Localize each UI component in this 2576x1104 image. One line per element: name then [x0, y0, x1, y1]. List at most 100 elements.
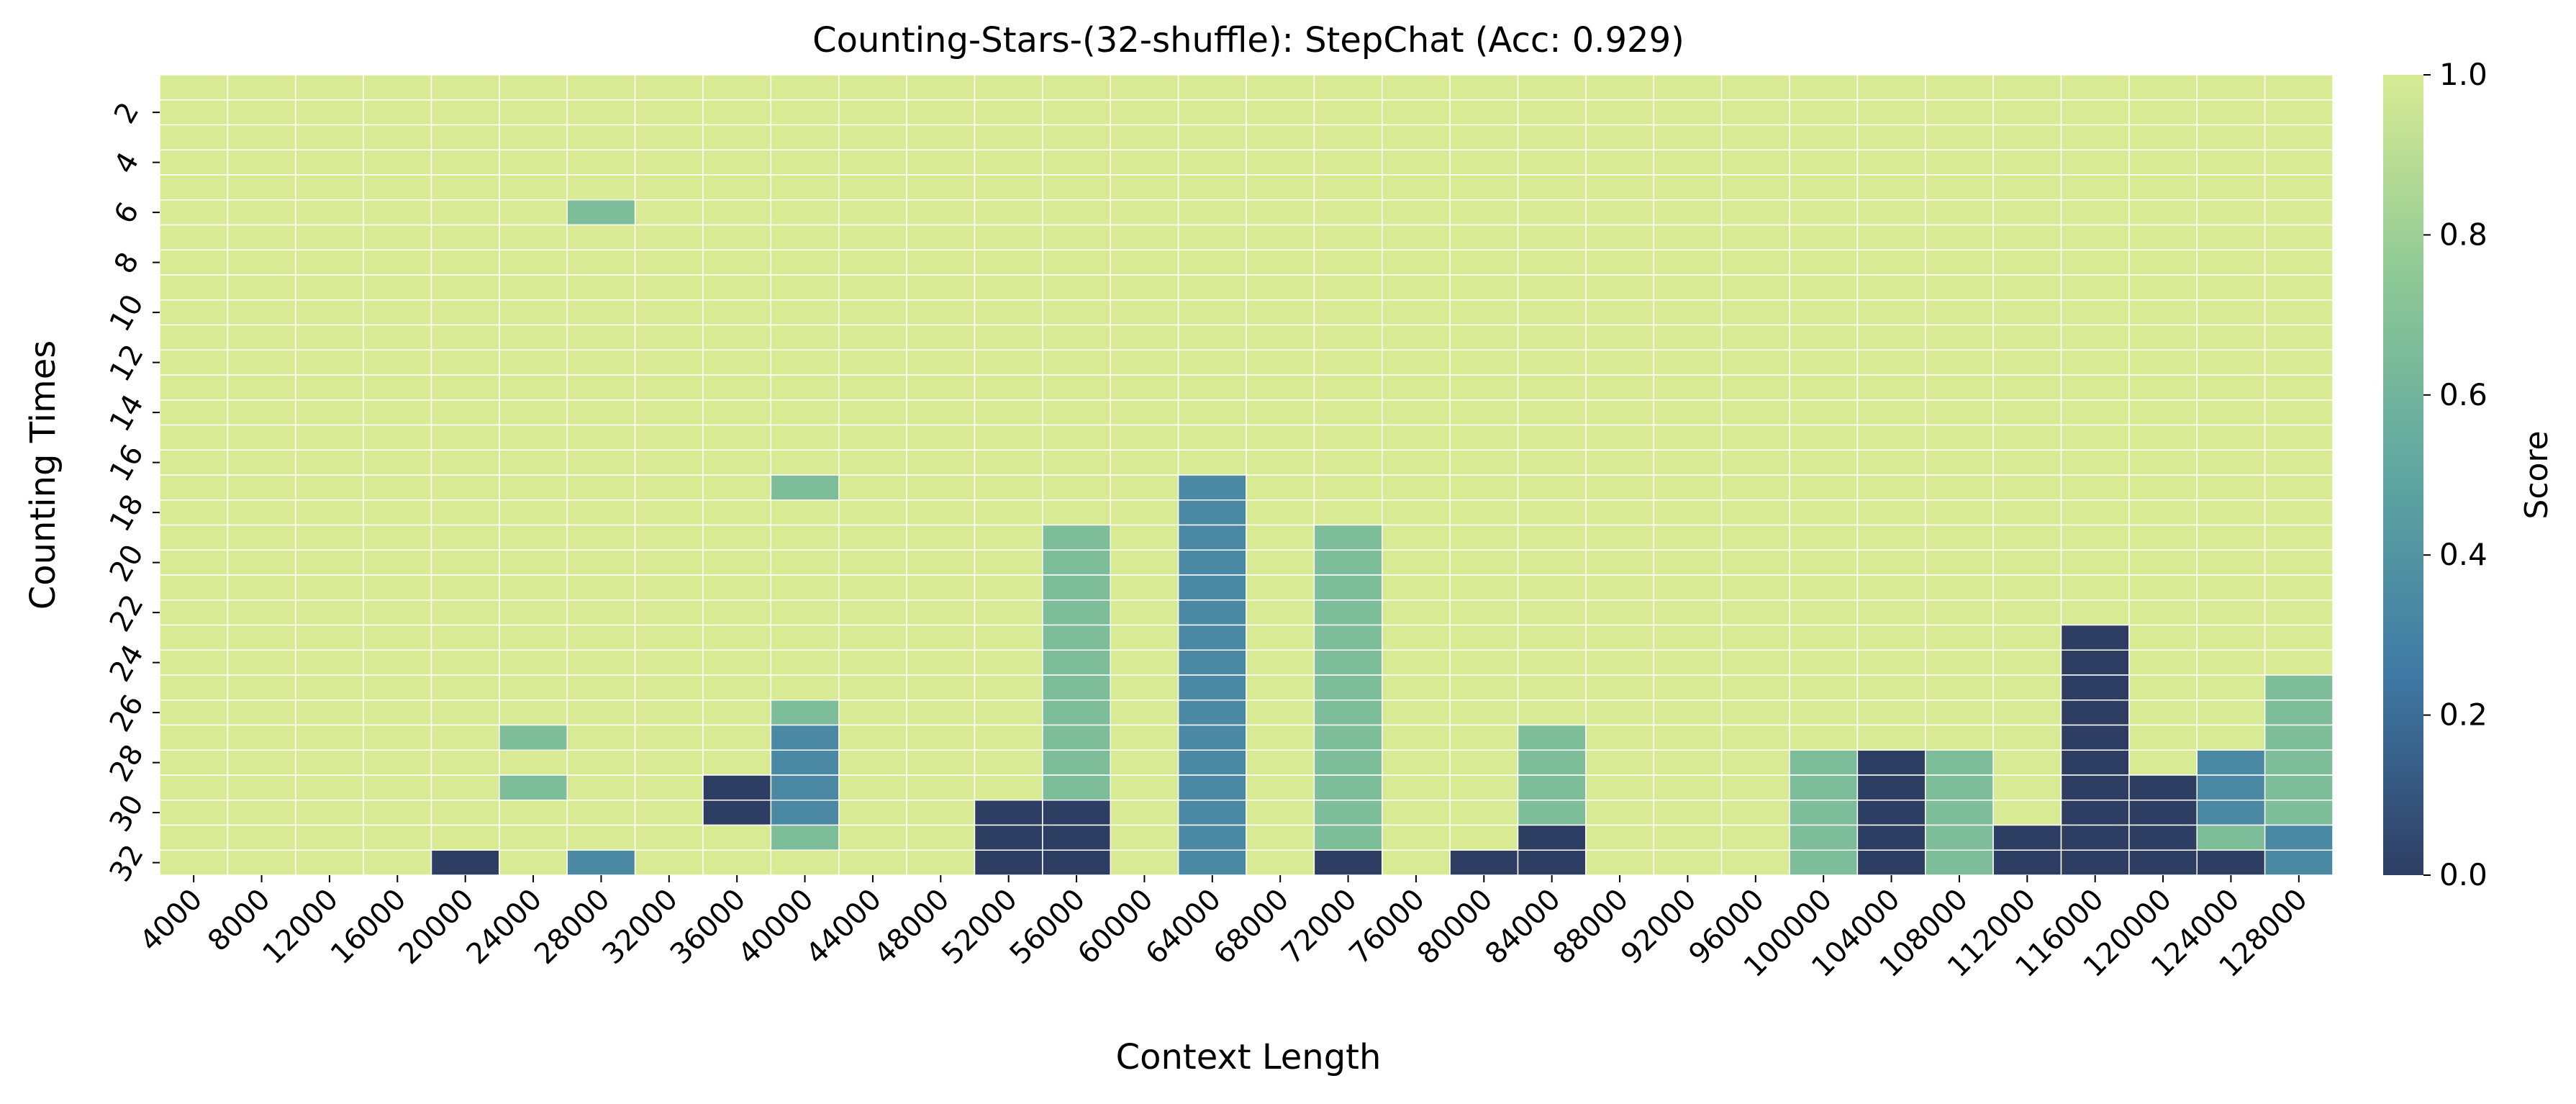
heatmap-cell [1042, 749, 1112, 776]
heatmap-cell [1856, 499, 1926, 526]
heatmap-cell [1382, 374, 1451, 401]
heatmap-cell [499, 499, 568, 526]
heatmap-cell [702, 649, 772, 676]
heatmap-cell [1246, 74, 1315, 101]
heatmap-cell [838, 549, 907, 576]
heatmap-cell [1720, 374, 1790, 401]
heatmap-cell [1177, 449, 1247, 476]
heatmap-cell [974, 674, 1043, 701]
heatmap-cell [566, 99, 636, 126]
heatmap-cell [1856, 299, 1926, 326]
heatmap-cell [2264, 324, 2334, 350]
heatmap-cell [1992, 99, 2062, 126]
heatmap-cell [702, 599, 772, 626]
heatmap-cell [566, 249, 636, 276]
heatmap-cell [1789, 749, 1859, 776]
heatmap-cell [1856, 674, 1926, 701]
heatmap-cell [1449, 224, 1519, 250]
heatmap-cell [1856, 349, 1926, 376]
heatmap-cell [974, 124, 1043, 150]
heatmap-cell [295, 724, 364, 751]
heatmap-cell [2128, 299, 2198, 326]
heatmap-cell [1517, 574, 1587, 601]
heatmap-cell [1177, 824, 1247, 851]
heatmap-cell [1449, 149, 1519, 176]
heatmap-cell [1449, 199, 1519, 226]
heatmap-cell [1517, 599, 1587, 626]
heatmap-cell [1585, 299, 1655, 326]
heatmap-cell [2060, 424, 2130, 451]
heatmap-cell [566, 574, 636, 601]
heatmap-cell [2060, 499, 2130, 526]
heatmap-cell [1789, 599, 1859, 626]
heatmap-cell [1246, 849, 1315, 876]
heatmap-cell [1992, 349, 2062, 376]
heatmap-cell [634, 249, 704, 276]
colorbar-gradient [2383, 75, 2423, 875]
heatmap-cell [974, 349, 1043, 376]
heatmap-cell [2128, 599, 2198, 626]
heatmap-cell [1856, 399, 1926, 426]
heatmap-cell [1585, 800, 1655, 826]
heatmap-cell [159, 499, 229, 526]
heatmap-cell [363, 199, 432, 226]
heatmap-cell [1653, 800, 1723, 826]
heatmap-cell [634, 824, 704, 851]
heatmap-cell [1246, 99, 1315, 126]
heatmap-cell [1517, 374, 1587, 401]
heatmap-cell [702, 124, 772, 150]
heatmap-cell [2128, 700, 2198, 726]
heatmap-cell [1042, 399, 1112, 426]
heatmap-cell [227, 199, 296, 226]
heatmap-cell [1042, 224, 1112, 250]
heatmap-cell [634, 274, 704, 301]
heatmap-cell [1585, 374, 1655, 401]
heatmap-cell [838, 199, 907, 226]
heatmap-cell [1856, 774, 1926, 801]
heatmap-cell [1517, 399, 1587, 426]
heatmap-cell [1720, 424, 1790, 451]
heatmap-cell [499, 674, 568, 701]
heatmap-cell [1720, 474, 1790, 501]
heatmap-cell [227, 349, 296, 376]
heatmap-cell [227, 399, 296, 426]
heatmap-cell [566, 424, 636, 451]
heatmap-cell [2264, 174, 2334, 201]
heatmap-cell [1585, 749, 1655, 776]
chart-title: Counting-Stars-(32-shuffle): StepChat (A… [812, 20, 1684, 60]
heatmap-cell [1313, 174, 1383, 201]
heatmap-cell [770, 474, 840, 501]
heatmap-cell [2060, 800, 2130, 826]
heatmap-cell [295, 499, 364, 526]
heatmap-cell [1856, 849, 1926, 876]
heatmap-cell [1789, 474, 1859, 501]
heatmap-cell [1992, 624, 2062, 651]
heatmap-cell [2060, 524, 2130, 551]
heatmap-cell [1585, 424, 1655, 451]
heatmap-cell [2128, 374, 2198, 401]
heatmap-cell [770, 524, 840, 551]
heatmap-cell [159, 249, 229, 276]
heatmap-cell [838, 749, 907, 776]
heatmap-cell [1382, 724, 1451, 751]
heatmap-cell [838, 299, 907, 326]
y-tick-label: 4 [108, 147, 146, 179]
heatmap-cell [1042, 499, 1112, 526]
heatmap-cell [363, 124, 432, 150]
heatmap-cell [1042, 700, 1112, 726]
heatmap-cell [295, 549, 364, 576]
heatmap-cell [702, 574, 772, 601]
heatmap-cell [1110, 624, 1179, 651]
heatmap-cell [1449, 824, 1519, 851]
heatmap-cell [2264, 700, 2334, 726]
heatmap-cell [1449, 499, 1519, 526]
heatmap-cell [1925, 474, 1994, 501]
heatmap-cell [1110, 524, 1179, 551]
heatmap-cell [1177, 324, 1247, 350]
heatmap-cell [1313, 349, 1383, 376]
heatmap-cell [2196, 399, 2266, 426]
heatmap-cell [838, 399, 907, 426]
heatmap-cell [1110, 74, 1179, 101]
heatmap-cell [2264, 199, 2334, 226]
